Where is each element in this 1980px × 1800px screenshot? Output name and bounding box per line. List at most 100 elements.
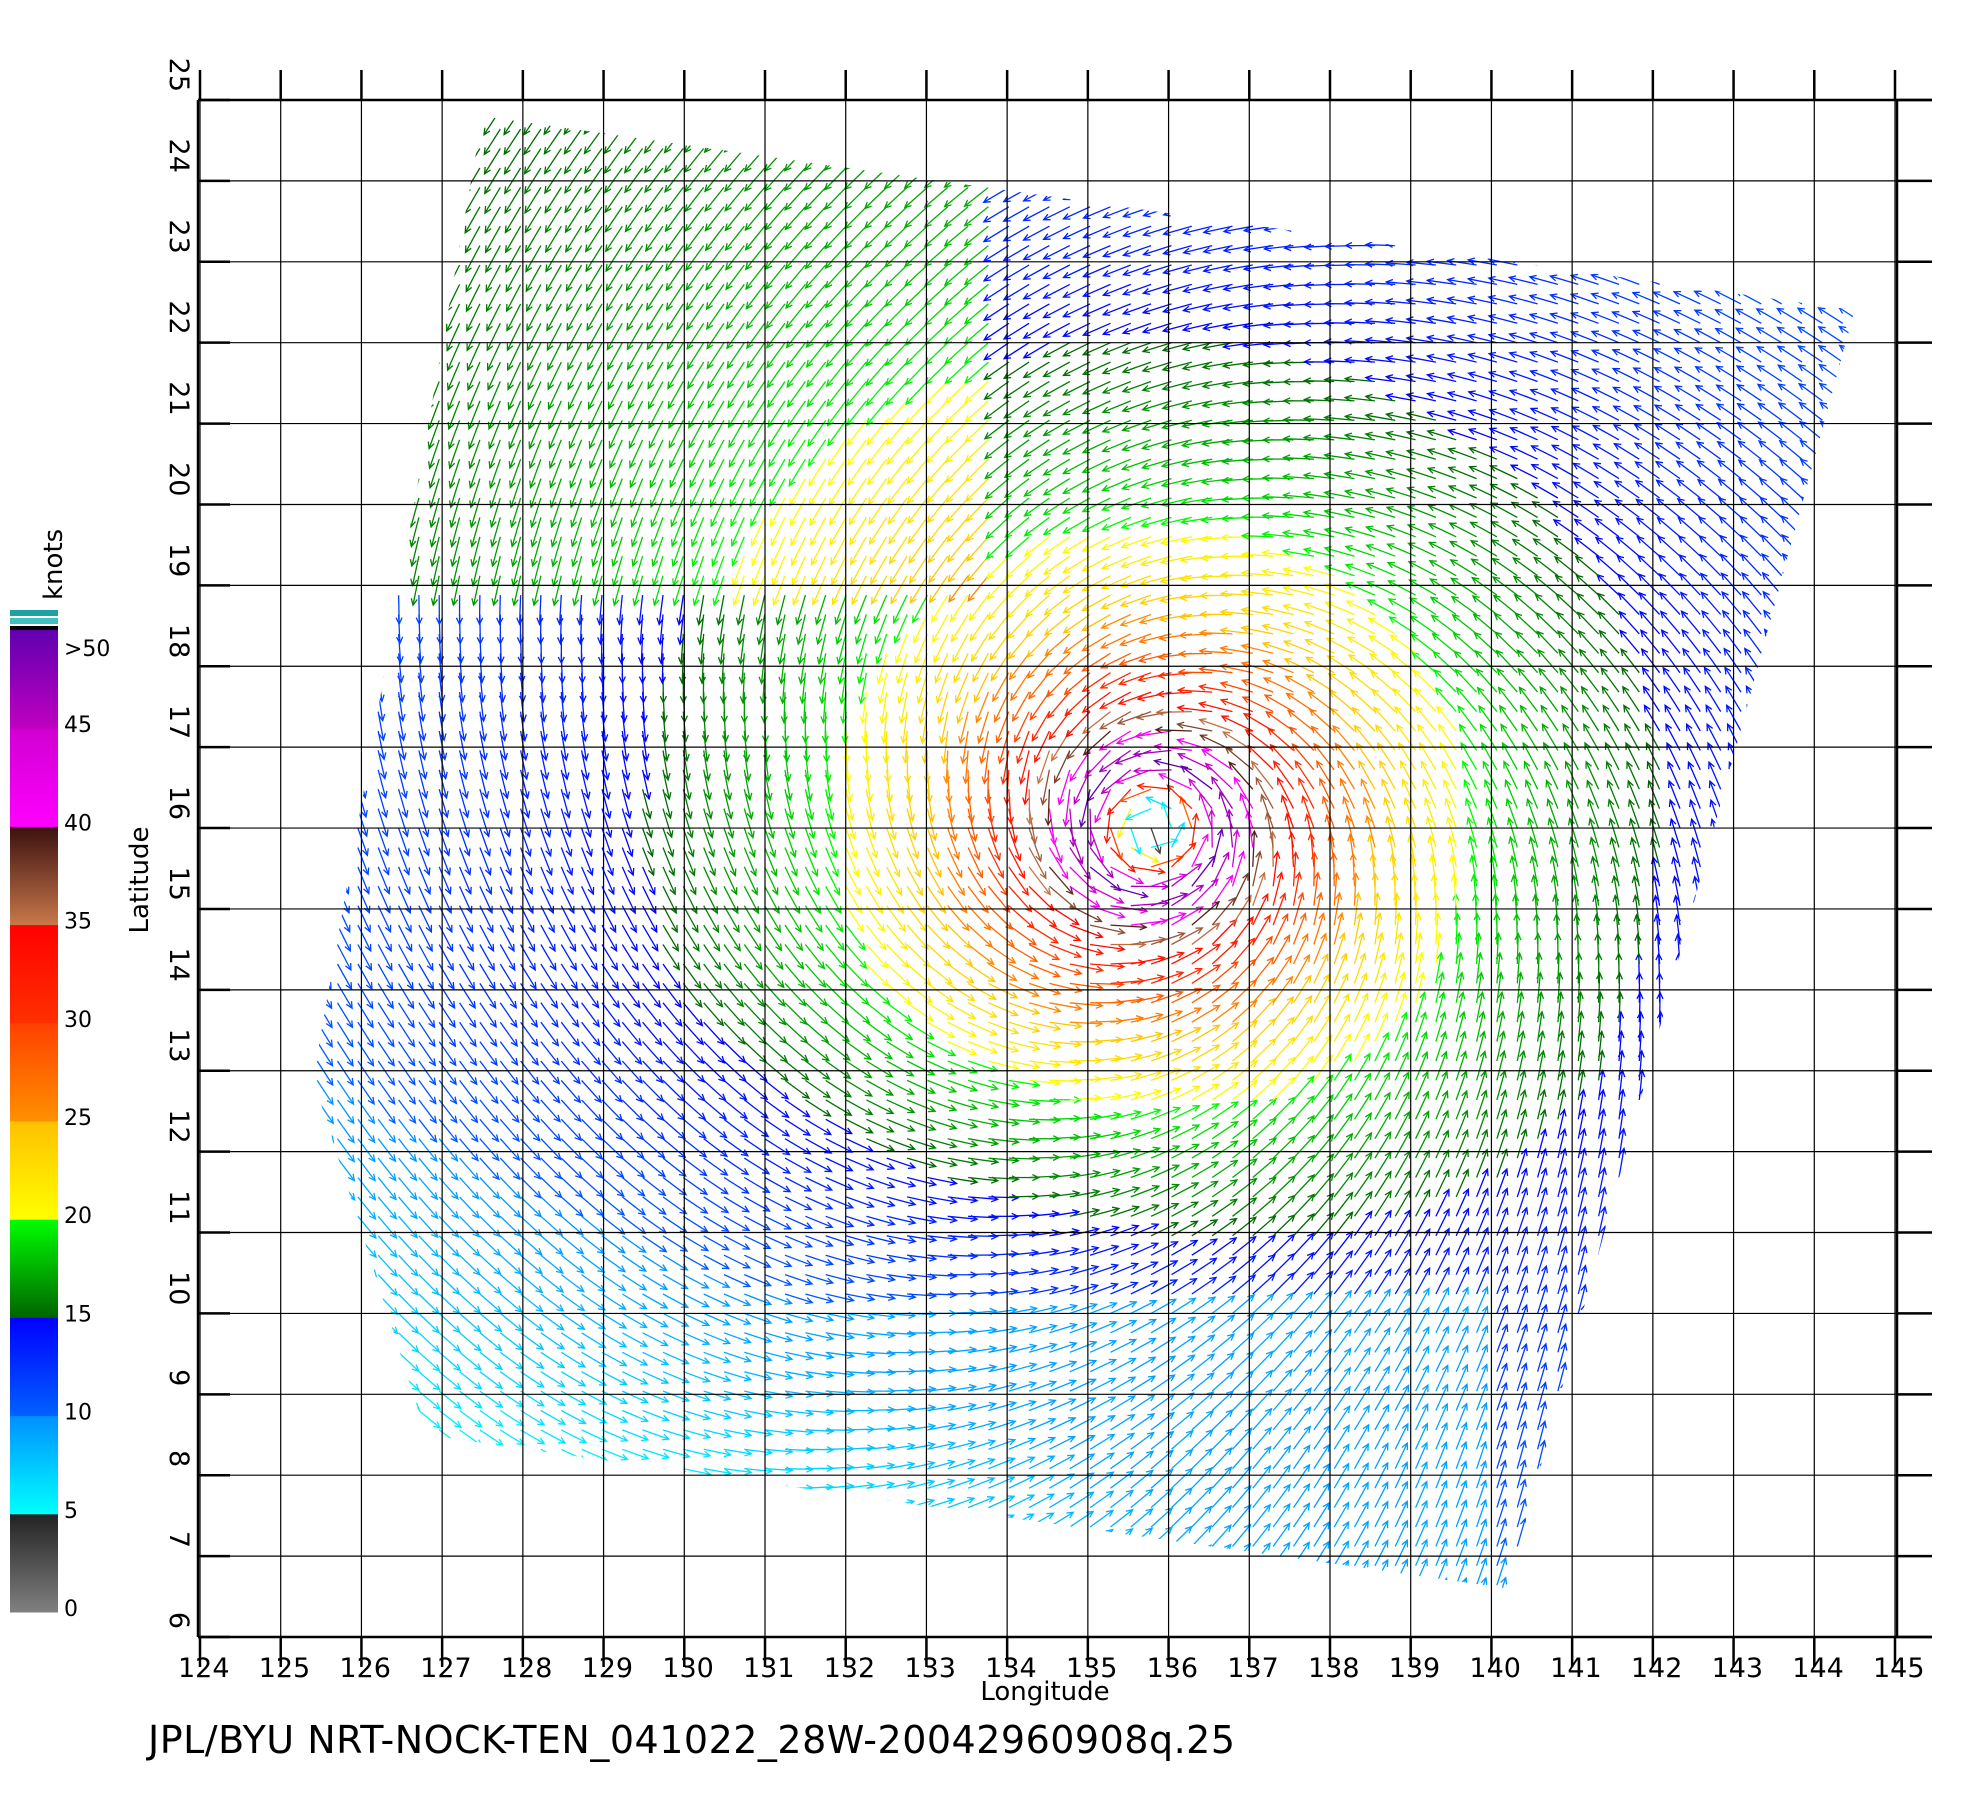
wind-arrow [500, 1527, 525, 1538]
wind-arrow [1090, 1549, 1112, 1566]
wind-arrow [1223, 458, 1253, 464]
wind-arrow [744, 1524, 772, 1530]
wind-arrow [663, 1022, 682, 1044]
wind-arrow [521, 1313, 543, 1330]
wind-arrow [399, 1566, 422, 1580]
wind-arrow [866, 983, 889, 1004]
wind-arrow [948, 1517, 974, 1528]
wind-arrow [968, 945, 994, 965]
wind-arrow [1855, 877, 1863, 905]
wind-arrow [1263, 550, 1294, 556]
wind-arrow [317, 1158, 334, 1181]
wind-arrow [1314, 1368, 1331, 1391]
wind-arrow [460, 1469, 483, 1484]
wind-arrow [1740, 498, 1762, 518]
wind-arrow [704, 1545, 731, 1551]
wind-arrow [480, 1178, 499, 1199]
wind-arrow [826, 1061, 851, 1078]
wind-arrow [317, 1585, 339, 1601]
wind-arrow [1859, 1479, 1865, 1508]
wind-arrow [948, 809, 957, 841]
wind-arrow [1049, 1551, 1073, 1566]
wind-arrow [338, 828, 348, 855]
wind-arrow [1273, 1523, 1290, 1546]
wind-arrow [1413, 653, 1436, 673]
wind-arrow [1616, 500, 1640, 518]
wind-arrow [1833, 820, 1843, 848]
wind-arrow [419, 1236, 438, 1257]
wind-arrow [805, 1560, 832, 1566]
wind-arrow [1712, 838, 1721, 867]
wind-arrow [1750, 762, 1762, 789]
wind-arrow [1655, 386, 1680, 401]
wind-arrow [1818, 1440, 1824, 1469]
wind-arrow [357, 653, 363, 682]
wind-arrow [306, 362, 317, 390]
wind-arrow [500, 1430, 523, 1445]
wind-arrow [1615, 462, 1640, 478]
wind-arrow [1779, 1323, 1785, 1352]
wind-arrow [683, 1216, 707, 1231]
wind-arrow [541, 1139, 561, 1160]
wind-arrow [1738, 1071, 1744, 1100]
wind-arrow [1739, 1421, 1745, 1450]
wind-arrow [1172, 1584, 1192, 1604]
wind-arrow [1798, 1013, 1804, 1042]
wind-arrow [561, 1527, 587, 1537]
wind-arrow [1718, 1051, 1724, 1080]
wind-arrow [1697, 423, 1721, 440]
wind-arrow [1599, 1266, 1607, 1295]
wind-arrow [643, 1488, 670, 1496]
wind-arrow [1718, 1071, 1724, 1100]
wind-arrow [358, 1275, 377, 1296]
wind-arrow [643, 1158, 665, 1176]
wind-arrow [1797, 974, 1803, 1003]
wind-arrow [643, 1508, 670, 1516]
wind-arrow [1680, 574, 1700, 595]
wind-arrow [805, 1139, 831, 1153]
wind-arrow [1759, 1129, 1765, 1158]
wind-arrow [1253, 1332, 1273, 1352]
wind-arrow [1842, 478, 1863, 498]
wind-arrow [1839, 1479, 1845, 1508]
wind-arrow [1131, 975, 1164, 984]
wind-arrow [1273, 1157, 1295, 1178]
wind-arrow [1659, 1109, 1665, 1138]
wind-arrow [480, 1605, 505, 1615]
wind-arrow [309, 517, 317, 546]
wind-arrow [1759, 1537, 1765, 1566]
wind-arrow [602, 1488, 628, 1497]
wind-arrow [390, 537, 398, 566]
wind-arrow [1779, 1207, 1785, 1236]
wind-arrow [541, 1294, 563, 1311]
wind-arrow [1090, 1472, 1113, 1488]
wind-arrow [1599, 1557, 1606, 1585]
wind-arrow [348, 420, 358, 448]
wind-arrow [1719, 1537, 1725, 1566]
wind-arrow [1859, 1285, 1865, 1314]
wind-arrow [1760, 1265, 1766, 1294]
wind-arrow [1759, 1090, 1765, 1119]
wind-arrow [1700, 1285, 1706, 1314]
wind-arrow [1680, 1285, 1686, 1314]
wind-arrow [1456, 1578, 1467, 1604]
wind-arrow [1134, 768, 1171, 774]
wind-arrow [1675, 386, 1700, 401]
wind-arrow [1090, 1056, 1122, 1062]
wind-arrow [1699, 1148, 1705, 1177]
wind-arrow [492, 576, 500, 605]
wind-arrow [826, 983, 848, 1005]
wind-arrow [1156, 727, 1192, 733]
wind-arrow [521, 1411, 545, 1425]
wind-arrow [561, 1469, 586, 1480]
wind-arrow [1151, 1470, 1172, 1489]
wind-arrow [1233, 1447, 1252, 1468]
wind-arrow [1192, 1468, 1212, 1488]
wind-arrow [338, 1178, 355, 1200]
wind-arrow [561, 1488, 586, 1499]
wind-arrow [643, 1255, 667, 1270]
wind-arrow [500, 1333, 522, 1350]
wind-arrow [1639, 1148, 1645, 1177]
wind-arrow [1700, 1226, 1706, 1255]
wind-arrow [602, 1216, 624, 1234]
